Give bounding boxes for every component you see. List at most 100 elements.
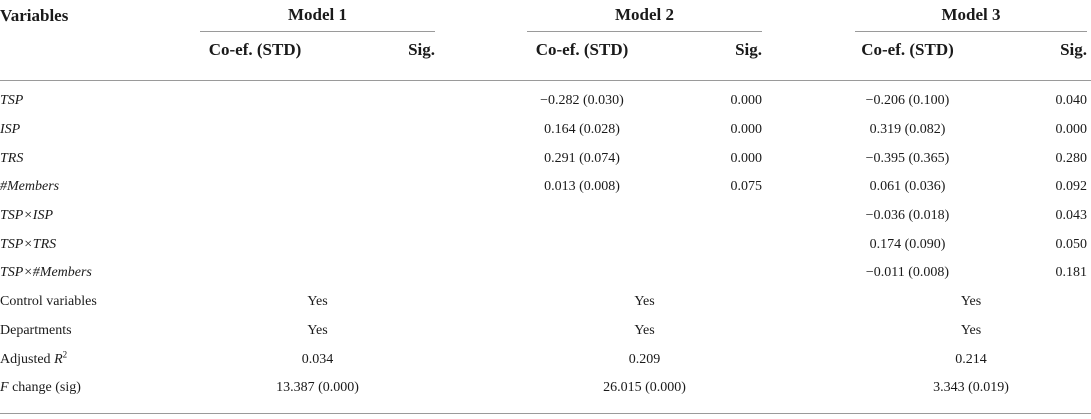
table-row: Adjusted R2 0.034 0.209 0.214 (0, 345, 1091, 374)
table-row: TSP×#Members −0.011 (0.008) 0.181 (0, 259, 1091, 288)
label-text: Departments (0, 322, 72, 338)
gap-cell (435, 288, 527, 317)
sig-header: Sig. (408, 39, 435, 59)
gap-cell (762, 288, 855, 317)
label-text: Control variables (0, 294, 97, 310)
sig-cell: 0.075 (730, 179, 763, 195)
gap-cell (435, 116, 527, 145)
label-text: TSP×ISP (0, 208, 53, 224)
merged-cell: 0.214 (955, 351, 987, 367)
gap-cell (1087, 374, 1091, 403)
empty-cell (200, 259, 435, 288)
variables-header: Variables (0, 5, 69, 25)
label-text: TSP (0, 93, 24, 109)
label-text: ISP (0, 122, 21, 138)
merged-cell: Yes (634, 294, 655, 310)
table-row: F change (sig) 13.387 (0.000) 26.015 (0.00… (0, 374, 1091, 403)
gap-cell (1087, 202, 1091, 231)
coef-cell: −0.036 (0.018) (865, 208, 950, 224)
coef-cell: −0.011 (0.008) (865, 265, 950, 281)
coef-cell: 0.174 (0.090) (869, 236, 946, 252)
row-label: TSP×TRS (0, 230, 200, 259)
gap-cell (1087, 173, 1091, 202)
label-text: TSP×#Members (0, 265, 92, 281)
gap-cell (435, 144, 527, 173)
gap-cell (1087, 87, 1091, 116)
gap-cell (762, 87, 855, 116)
coef-header: Co-ef. (STD) (861, 39, 954, 59)
label-text: TSP×TRS (0, 236, 57, 252)
gap-cell (762, 259, 855, 288)
label-text: TRS (0, 150, 24, 166)
sig-cell: 0.050 (1055, 236, 1088, 252)
sig-header: Sig. (1060, 39, 1087, 59)
merged-cell: Yes (307, 294, 328, 310)
gap-cell (762, 230, 855, 259)
empty-cell (200, 144, 435, 173)
row-label: Departments (0, 317, 200, 346)
coef-cell: 0.291 (0.074) (544, 150, 620, 166)
label-text: R (54, 351, 63, 367)
empty-cell (200, 202, 435, 231)
spacer-cell (0, 80, 1091, 87)
empty-cell (527, 230, 762, 259)
merged-cell: Yes (634, 322, 655, 338)
coef-cell: −0.282 (0.030) (540, 93, 624, 109)
label-text: #Members (0, 179, 60, 195)
empty-cell (200, 173, 435, 202)
gap-cell (1087, 259, 1091, 288)
model-header: Model 1 (200, 0, 435, 32)
gap-cell (762, 116, 855, 145)
header-row: Variables Model 1 Model 2 Model 3 (0, 0, 1091, 32)
empty-cell (200, 87, 435, 116)
row-label: TSP×#Members (0, 259, 200, 288)
merged-cell: Yes (960, 322, 982, 338)
sig-cell: 0.043 (1055, 208, 1088, 224)
sig-cell: 0.000 (730, 93, 763, 109)
coef-header: Co-ef. (STD) (535, 39, 629, 59)
gap-cell (1087, 116, 1091, 145)
label-text: F (0, 380, 9, 396)
sig-cell: 0.181 (1055, 265, 1088, 281)
spacer (0, 403, 1091, 414)
table-row: #Members 0.013 (0.008) 0.075 0.061 (0.036) 0… (0, 173, 1091, 202)
gap-cell (435, 202, 527, 231)
label-text: change (sig) (8, 380, 81, 396)
gap-cell (762, 144, 855, 173)
table-row: ISP 0.164 (0.028) 0.000 0.319 (0.082) 0.000 (0, 116, 1091, 145)
table-row: TSP −0.282 (0.030) 0.000 −0.206 (0.100) 0.04… (0, 87, 1091, 116)
table-body: TSP −0.282 (0.030) 0.000 −0.206 (0.100) 0.04… (0, 80, 1091, 414)
row-label: Control variables (0, 288, 200, 317)
row-label: Adjusted R2 (0, 345, 200, 374)
row-label: F change (sig) (0, 374, 200, 403)
table-row: TSP×ISP −0.036 (0.018) 0.043 (0, 202, 1091, 231)
gap-cell (435, 173, 527, 202)
sig-cell: 0.092 (1055, 179, 1088, 195)
table-row: TSP×TRS 0.174 (0.090) 0.050 (0, 230, 1091, 259)
model-header: Model 2 (527, 0, 762, 32)
gap-cell (762, 374, 855, 403)
gap-cell (435, 87, 527, 116)
gap-cell (1087, 345, 1091, 374)
sig-header: Sig. (735, 39, 762, 59)
table-row: TRS 0.291 (0.074) 0.000 −0.395 (0.365) 0.280 (0, 144, 1091, 173)
gap-cell (762, 317, 855, 346)
sig-cell: 0.000 (730, 122, 763, 138)
merged-cell: Yes (307, 322, 328, 338)
label-text: Adjusted (0, 351, 55, 367)
empty-cell (200, 116, 435, 145)
sig-cell: 0.280 (1055, 150, 1088, 166)
gap-cell (435, 317, 527, 346)
coef-cell: −0.206 (0.100) (865, 93, 950, 109)
spacer-cell (0, 403, 1091, 414)
table-row: Departments Yes Yes Yes (0, 317, 1091, 346)
row-label: #Members (0, 173, 200, 202)
gap-cell (1087, 144, 1091, 173)
row-label: TSP×ISP (0, 202, 200, 231)
gap-cell (435, 230, 527, 259)
gap-cell (435, 345, 527, 374)
coef-cell: 0.319 (0.082) (869, 122, 946, 138)
spacer (0, 80, 1091, 87)
